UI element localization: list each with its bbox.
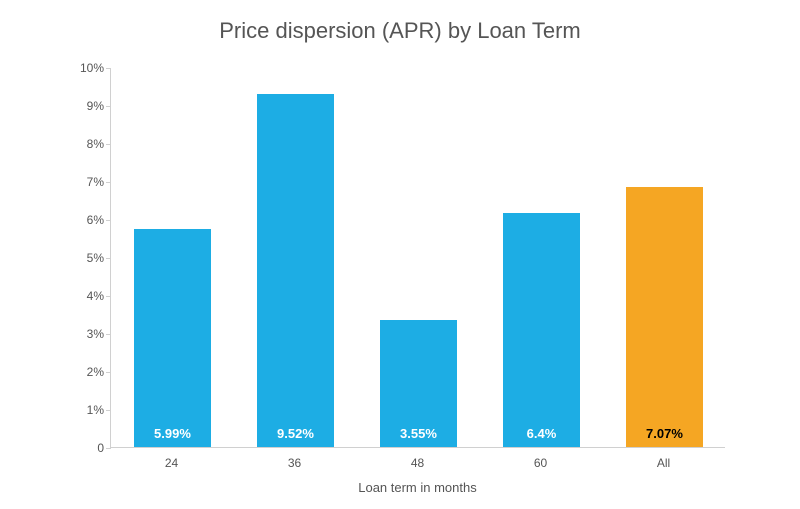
ytick-label: 6% — [64, 213, 104, 227]
ytick-label: 0 — [64, 441, 104, 455]
chart-title: Price dispersion (APR) by Loan Term — [0, 18, 800, 44]
xtick-label: 36 — [265, 456, 325, 470]
ytick-label: 3% — [64, 327, 104, 341]
bar: 9.52% — [257, 94, 333, 447]
bar-value-label: 7.07% — [626, 426, 702, 441]
xtick-label: 60 — [511, 456, 571, 470]
ytick-mark — [106, 410, 111, 411]
ytick-label: 2% — [64, 365, 104, 379]
ytick-label: 8% — [64, 137, 104, 151]
bar: 5.99% — [134, 229, 210, 448]
bar-value-label: 9.52% — [257, 426, 333, 441]
ytick-mark — [106, 182, 111, 183]
ytick-mark — [106, 334, 111, 335]
x-axis-label: Loan term in months — [110, 480, 725, 495]
ytick-mark — [106, 220, 111, 221]
bar-value-label: 5.99% — [134, 426, 210, 441]
ytick-mark — [106, 372, 111, 373]
bar: 6.4% — [503, 213, 579, 447]
bar: 3.55% — [380, 320, 456, 447]
ytick-mark — [106, 258, 111, 259]
ytick-label: 5% — [64, 251, 104, 265]
bar-value-label: 6.4% — [503, 426, 579, 441]
xtick-label: All — [634, 456, 694, 470]
xtick-label: 48 — [388, 456, 448, 470]
bar: 7.07% — [626, 187, 702, 447]
ytick-mark — [106, 106, 111, 107]
ytick-label: 1% — [64, 403, 104, 417]
ytick-mark — [106, 68, 111, 69]
ytick-label: 4% — [64, 289, 104, 303]
plot-area: 5.99% 9.52% 3.55% 6.4% 7.07% — [110, 68, 725, 448]
ytick-mark — [106, 296, 111, 297]
chart-container: Price dispersion (APR) by Loan Term Perc… — [0, 0, 800, 509]
bar-value-label: 3.55% — [380, 426, 456, 441]
ytick-mark — [106, 144, 111, 145]
ytick-label: 9% — [64, 99, 104, 113]
bars-group: 5.99% 9.52% 3.55% 6.4% 7.07% — [111, 68, 725, 447]
xtick-label: 24 — [142, 456, 202, 470]
ytick-label: 7% — [64, 175, 104, 189]
ytick-label: 10% — [64, 61, 104, 75]
ytick-mark — [106, 448, 111, 449]
